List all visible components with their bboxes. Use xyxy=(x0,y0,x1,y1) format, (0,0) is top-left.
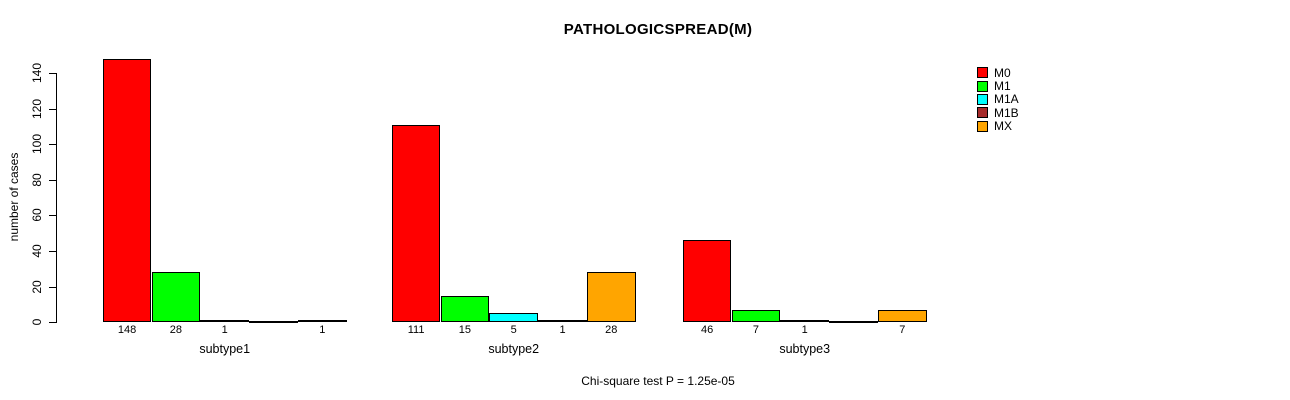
y-tick-mark xyxy=(49,180,56,181)
y-tick-label: 80 xyxy=(30,173,44,187)
legend-item-m1b: M1B xyxy=(977,106,1019,119)
bar-m1a xyxy=(200,319,250,323)
y-tick-mark xyxy=(49,215,56,216)
bar-m1b xyxy=(538,319,587,323)
bar-m1 xyxy=(731,309,781,323)
chi-square-annotation: Chi-square test P = 1.25e-05 xyxy=(581,374,735,388)
x-category-label: subtype1 xyxy=(199,342,251,356)
bar-value-label: 7 xyxy=(899,324,906,336)
bar-value-label: 46 xyxy=(700,324,714,336)
bar-value-label: 28 xyxy=(169,324,183,336)
bar-value-label: 15 xyxy=(458,324,472,336)
bar-m1 xyxy=(440,295,490,323)
legend-label: M1B xyxy=(994,105,1019,120)
bar-m1a xyxy=(489,313,539,323)
y-tick-label: 40 xyxy=(30,244,44,258)
bar-m0 xyxy=(391,124,441,323)
y-tick-mark xyxy=(49,322,56,323)
y-tick-label: 100 xyxy=(30,133,44,155)
x-category-label: subtype3 xyxy=(779,342,831,356)
y-tick-label: 140 xyxy=(30,62,44,84)
bar-value-label: 1 xyxy=(559,324,566,336)
bar-mx xyxy=(877,309,927,323)
chart-title: PATHOLOGICSPREAD(M) xyxy=(563,21,753,38)
bar-m1 xyxy=(151,272,201,323)
bar-mx xyxy=(297,319,347,323)
legend-label: M1 xyxy=(994,79,1011,94)
x-category-label: subtype2 xyxy=(488,342,540,356)
bar-value-label: 148 xyxy=(117,324,137,336)
legend: M0 M1 M1A M1B MX xyxy=(977,66,1019,133)
legend-label: M0 xyxy=(994,65,1011,80)
bar-m1b-zero xyxy=(249,321,298,324)
bar-value-label: 5 xyxy=(510,324,517,336)
bar-m1a xyxy=(780,319,830,323)
y-tick-label: 0 xyxy=(30,318,44,326)
y-axis-line xyxy=(56,73,57,323)
bar-value-label: 1 xyxy=(221,324,228,336)
y-tick-mark xyxy=(49,109,56,110)
legend-swatch-m0 xyxy=(977,67,988,79)
bar-m1b-zero xyxy=(829,321,878,324)
legend-swatch-mx xyxy=(977,120,988,132)
bar-value-label: 28 xyxy=(605,324,618,336)
y-tick-mark xyxy=(49,287,56,288)
y-tick-mark xyxy=(49,144,56,145)
bar-m0 xyxy=(682,240,732,323)
legend-swatch-m1 xyxy=(977,80,988,92)
y-tick-label: 120 xyxy=(30,98,44,120)
legend-item-m0: M0 xyxy=(977,66,1019,79)
legend-item-m1: M1 xyxy=(977,79,1019,92)
legend-label: M1A xyxy=(994,92,1019,107)
y-tick-mark xyxy=(49,73,56,74)
legend-item-mx: MX xyxy=(977,120,1019,133)
bar-m0 xyxy=(102,58,152,323)
legend-swatch-m1a xyxy=(977,93,988,105)
legend-swatch-m1b xyxy=(977,107,988,119)
legend-item-m1a: M1A xyxy=(977,93,1019,106)
y-tick-label: 20 xyxy=(30,280,44,294)
bar-value-label: 7 xyxy=(752,324,759,336)
bar-value-label: 1 xyxy=(319,324,326,336)
y-tick-mark xyxy=(49,251,56,252)
bar-value-label: 111 xyxy=(407,324,425,336)
y-tick-label: 60 xyxy=(30,208,44,222)
bar-mx xyxy=(586,272,636,323)
bar-value-label: 1 xyxy=(801,324,808,336)
legend-label: MX xyxy=(994,119,1012,134)
